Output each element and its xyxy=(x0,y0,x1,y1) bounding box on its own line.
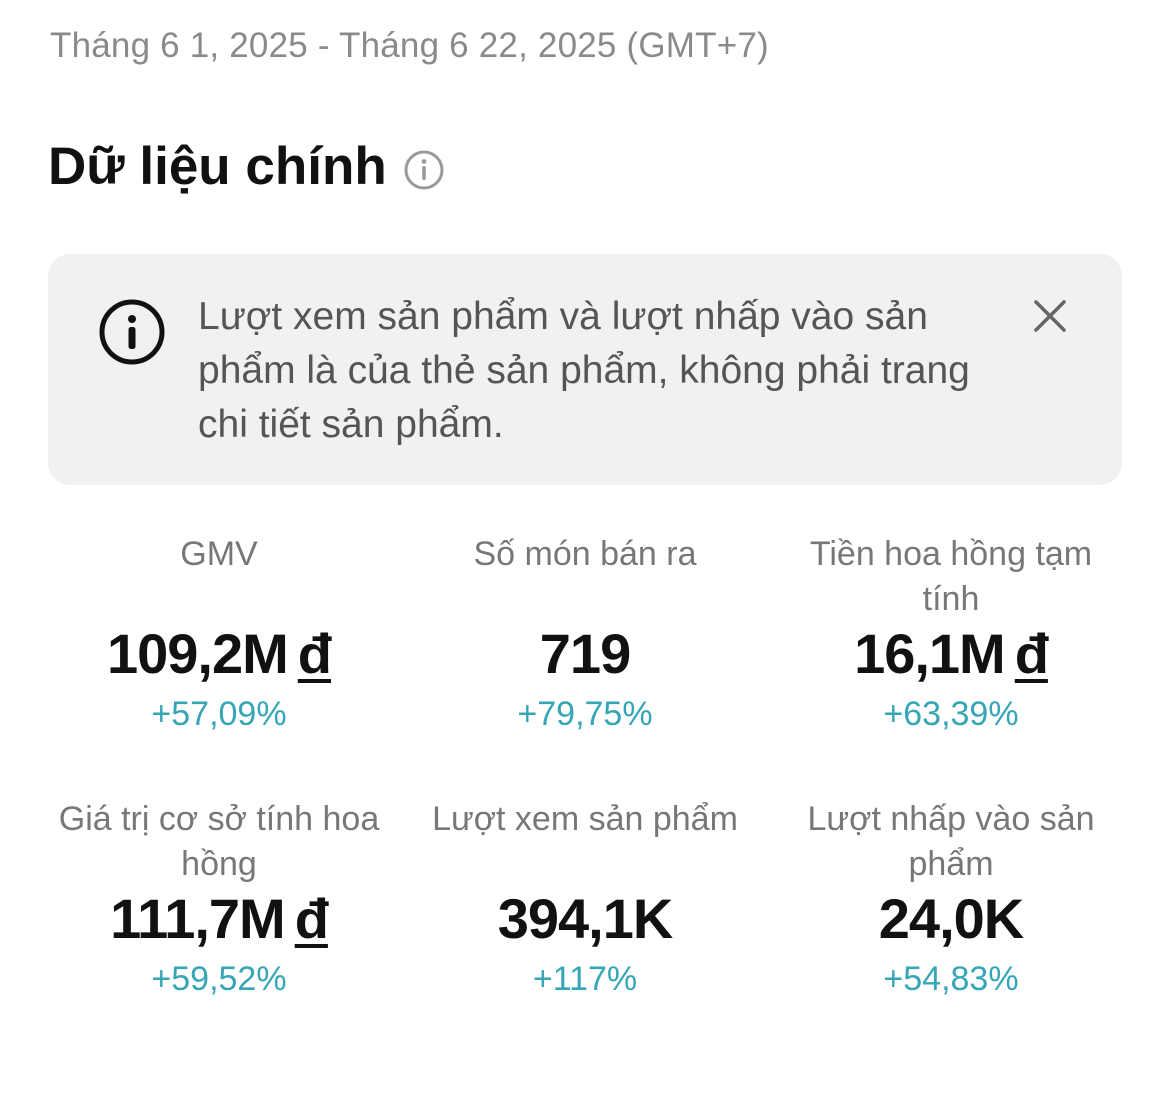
metric-value: 111,7M đ xyxy=(110,887,329,951)
metric-label: Giá trị cơ sở tính hoa hồng xyxy=(58,800,380,883)
metric-change: +59,52% xyxy=(151,960,287,998)
notice-text: Lượt xem sản phẩm và lượt nhấp vào sản p… xyxy=(198,295,970,446)
metric-number: 394,1K xyxy=(497,887,674,950)
metric-number: 109,2M xyxy=(106,622,289,685)
section-title: Dữ liệu chính xyxy=(48,137,387,196)
metric-number: 24,0K xyxy=(878,887,1024,950)
metric-number: 111,7M xyxy=(110,887,286,950)
metric-label: Số món bán ra xyxy=(473,535,697,573)
info-circle-icon[interactable] xyxy=(403,149,445,191)
metric-product-clicks[interactable]: Lượt nhấp vào sản phẩm 24,0K +54,83% xyxy=(768,797,1134,1062)
metric-number: 16,1M xyxy=(854,622,1006,685)
metric-change: +57,09% xyxy=(151,695,287,733)
metric-label: Tiền hoa hồng tạm tính xyxy=(809,535,1093,618)
currency-symbol: đ xyxy=(294,887,329,950)
metric-change: +79,75% xyxy=(517,695,653,733)
metric-product-views[interactable]: Lượt xem sản phẩm 394,1K +117% xyxy=(402,797,768,1062)
metric-items-sold[interactable]: Số món bán ra 719 +79,75% xyxy=(402,532,768,797)
info-circle-icon xyxy=(99,299,165,365)
metric-change: +54,83% xyxy=(883,960,1019,998)
close-icon[interactable] xyxy=(1030,296,1070,336)
metric-label: Lượt xem sản phẩm xyxy=(432,800,738,838)
metric-value: 109,2M đ xyxy=(106,622,332,686)
notice-banner: Lượt xem sản phẩm và lượt nhấp vào sản p… xyxy=(48,254,1122,485)
metric-label: GMV xyxy=(180,535,258,573)
metric-change: +63,39% xyxy=(883,695,1019,733)
metric-value: 16,1M đ xyxy=(854,622,1049,686)
metric-estimated-commission[interactable]: Tiền hoa hồng tạm tính 16,1M đ +63,39% xyxy=(768,532,1134,797)
date-range[interactable]: Tháng 6 1, 2025 - Tháng 6 22, 2025 (GMT+… xyxy=(50,26,769,65)
metric-label: Lượt nhấp vào sản phẩm xyxy=(807,800,1095,883)
metric-value: 24,0K xyxy=(878,887,1024,951)
currency-symbol: đ xyxy=(297,622,332,685)
metric-value: 719 xyxy=(539,622,631,686)
metric-gmv[interactable]: GMV 109,2M đ +57,09% xyxy=(36,532,402,797)
metric-value: 394,1K xyxy=(497,887,674,951)
metric-number: 719 xyxy=(539,622,631,685)
currency-symbol: đ xyxy=(1014,622,1049,685)
metric-commission-base[interactable]: Giá trị cơ sở tính hoa hồng 111,7M đ +59,… xyxy=(36,797,402,1062)
section-header: Dữ liệu chính xyxy=(48,136,445,197)
metrics-grid: GMV 109,2M đ +57,09% Số món bán ra 719 +7… xyxy=(36,532,1134,1062)
metric-change: +117% xyxy=(532,960,638,998)
